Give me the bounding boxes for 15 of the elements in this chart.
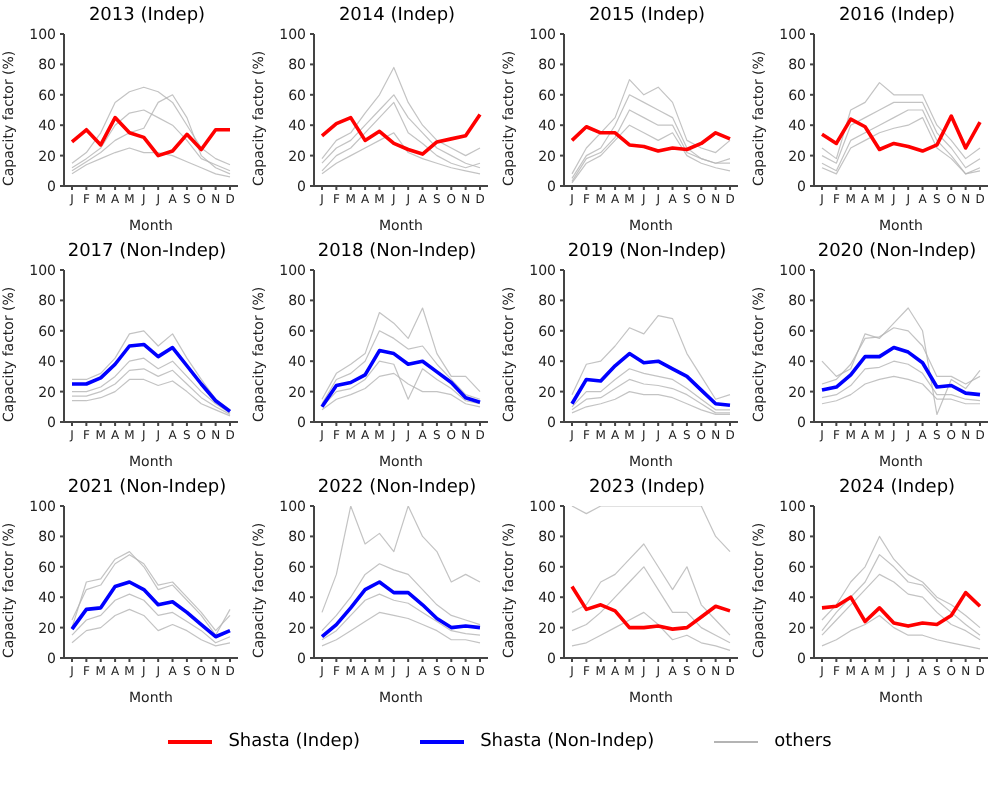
chart-title: 2017 (Non-Indep) [65,240,229,264]
legend-label: Shasta (Indep) [228,732,361,752]
chart-title: 2019 (Non-Indep) [565,240,729,264]
chart-title: 2022 (Non-Indep) [315,476,479,500]
chart-title: 2013 (Indep) [86,4,208,28]
chart-title: 2021 (Non-Indep) [65,476,229,500]
chart-title: 2024 (Indep) [836,476,958,500]
chart-title: 2023 (Indep) [586,476,708,500]
legend-label: others [774,732,832,752]
chart-title: 2020 (Non-Indep) [815,240,979,264]
legend-label: Shasta (Non-Indep) [480,732,655,752]
chart-title: 2015 (Indep) [586,4,708,28]
chart-title: 2016 (Indep) [836,4,958,28]
chart-title: 2018 (Non-Indep) [315,240,479,264]
chart-title: 2014 (Indep) [336,4,458,28]
